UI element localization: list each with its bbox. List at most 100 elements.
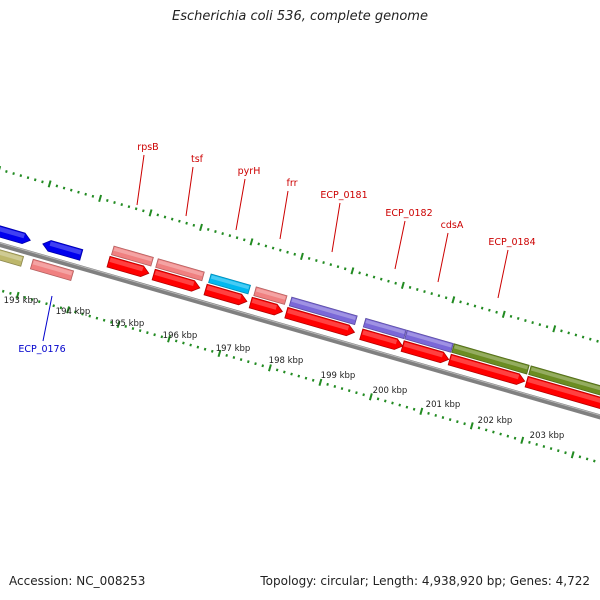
scale-label-1: 193 kbp [4, 296, 39, 306]
lower-major-tick [469, 422, 474, 430]
lower-minor-tick [81, 312, 84, 316]
cds-arrow-8-shine [450, 355, 520, 380]
lower-minor-tick [30, 298, 34, 302]
upper-minor-tick [516, 316, 520, 320]
upper-minor-tick [192, 223, 196, 227]
lower-minor-tick [513, 436, 517, 440]
lower-minor-tick [499, 432, 502, 436]
lower-minor-tick [362, 393, 365, 397]
upper-minor-tick [264, 244, 268, 248]
upper-major-tick [350, 267, 355, 275]
upper-minor-tick [538, 323, 542, 327]
upper-minor-tick [84, 192, 87, 196]
upper-minor-tick [286, 250, 289, 254]
lower-minor-tick [427, 411, 430, 415]
gene-cdsA-shine [406, 331, 452, 348]
lower-minor-tick [52, 304, 55, 308]
upper-minor-tick [444, 296, 448, 300]
scale-label-6: 198 kbp [269, 356, 304, 366]
cds-arrow-9-shine [527, 377, 600, 403]
upper-tick-ring [0, 166, 599, 343]
upper-major-tick [249, 238, 254, 246]
upper-minor-tick [228, 234, 232, 238]
scale-label-10: 202 kbp [478, 416, 513, 426]
cds-arrow-3 [203, 283, 248, 306]
backbone-highlight [0, 242, 600, 416]
cds-arrow-6 [359, 328, 404, 350]
upper-minor-tick [531, 321, 534, 325]
feature-tracks [0, 225, 600, 409]
lower-minor-tick [326, 382, 329, 386]
upper-major-tick [400, 281, 405, 289]
upper-minor-tick [156, 213, 160, 217]
gene-next [528, 365, 600, 396]
upper-minor-tick [545, 325, 549, 329]
cds-arrow-9 [524, 375, 600, 409]
map-title: Escherichia coli 536, complete genome [172, 9, 428, 24]
upper-minor-tick [113, 201, 116, 205]
lower-minor-tick [477, 426, 481, 430]
cds-arrow-left-edge-shine [0, 226, 25, 239]
gene-ECP_0181 [288, 296, 358, 326]
lower-minor-tick [37, 300, 41, 304]
genome-info-text: Topology: circular; Length: 4,938,920 bp… [260, 574, 590, 588]
gene-left-light-shine [32, 260, 73, 276]
gene-pyrH [208, 273, 251, 295]
cds-arrow-7-shine [403, 342, 444, 358]
leader-pyrH [235, 178, 246, 231]
upper-minor-tick [322, 261, 325, 265]
lower-minor-tick [153, 333, 156, 337]
lower-minor-tick [254, 362, 257, 366]
lower-minor-tick [434, 413, 438, 417]
upper-minor-tick [437, 294, 441, 298]
cds-arrow-4-shine [251, 298, 277, 310]
lower-minor-tick [124, 324, 128, 328]
upper-minor-tick [170, 217, 174, 221]
upper-major-tick [501, 310, 506, 318]
upper-minor-tick [315, 259, 318, 262]
upper-minor-tick [69, 188, 73, 192]
lower-minor-tick [463, 422, 466, 426]
lower-minor-tick [102, 318, 106, 322]
lower-minor-tick [448, 418, 452, 422]
gene-rpsB-shine [113, 247, 153, 262]
upper-minor-tick [581, 335, 585, 339]
lower-minor-tick [492, 430, 495, 434]
gene-frr [253, 286, 288, 305]
gene-next-shine [530, 367, 600, 391]
label-leaders [42, 154, 509, 342]
upper-major-tick [148, 209, 153, 217]
upper-minor-tick [509, 314, 513, 318]
lower-minor-tick [23, 295, 27, 299]
lower-minor-tick [593, 459, 596, 463]
cds-arrow-4 [248, 296, 284, 316]
scale-label-8: 200 kbp [373, 386, 408, 396]
upper-minor-tick [142, 209, 145, 213]
lower-minor-tick [347, 389, 351, 393]
upper-minor-tick [343, 267, 347, 271]
gene-ECP_0184-shine [454, 345, 528, 370]
cds-arrow-2 [151, 268, 201, 292]
upper-minor-tick [307, 256, 311, 260]
gene-left-light [29, 258, 75, 281]
upper-minor-tick [336, 265, 340, 269]
upper-minor-tick [387, 279, 390, 283]
upper-minor-tick [480, 306, 484, 310]
upper-major-tick [451, 296, 456, 304]
upper-minor-tick [33, 178, 37, 182]
upper-minor-tick [106, 198, 109, 202]
lower-minor-tick [261, 364, 265, 368]
gene-cdsA [404, 329, 454, 353]
lower-minor-tick [88, 314, 92, 318]
lower-minor-tick [174, 339, 178, 343]
upper-minor-tick [163, 215, 167, 219]
cds-arrow-3-shine [206, 285, 242, 300]
upper-major-tick [199, 223, 203, 232]
gene-tsf [155, 258, 205, 282]
gene-label-tsf: tsf [191, 154, 204, 165]
upper-major-tick [300, 252, 304, 260]
gene-frr-shine [256, 288, 286, 300]
lower-major-tick [268, 364, 272, 372]
leader-ECP_0176 [42, 295, 53, 342]
